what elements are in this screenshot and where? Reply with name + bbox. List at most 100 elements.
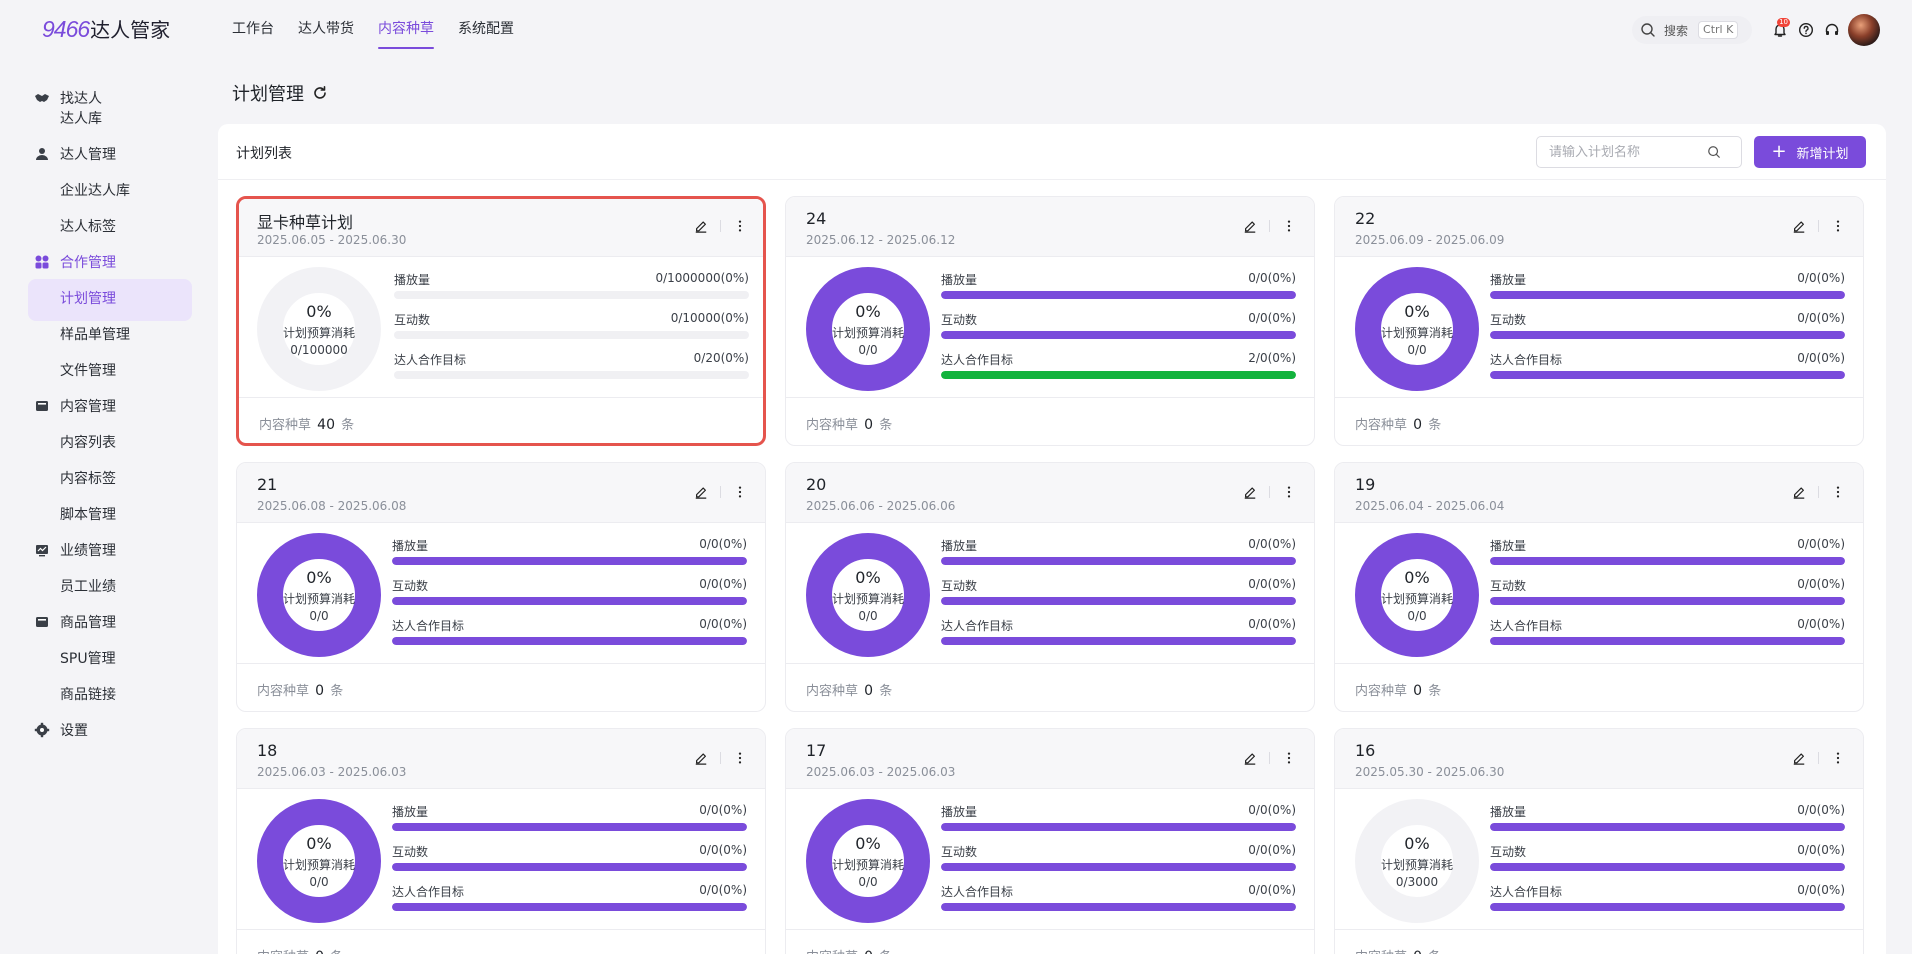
metric-label: 互动数 bbox=[941, 845, 978, 859]
metric-label: 达人合作目标 bbox=[941, 885, 1014, 899]
refresh-icon[interactable] bbox=[312, 85, 328, 101]
edit-icon[interactable] bbox=[1243, 751, 1257, 765]
support-button[interactable] bbox=[1820, 18, 1844, 42]
more-vertical-icon[interactable] bbox=[1831, 751, 1845, 765]
sidebar-item-influencer-tags[interactable]: 达人标签 bbox=[60, 219, 116, 235]
content-count: 内容种草 0 条 bbox=[806, 680, 892, 699]
metric-interactions: 互动数 0/0(0%) bbox=[392, 843, 747, 871]
add-plan-button[interactable]: + 新增计划 bbox=[1754, 136, 1866, 168]
metric-value: 0/0(0%) bbox=[699, 843, 747, 857]
tab-system-config[interactable]: 系统配置 bbox=[458, 21, 514, 37]
budget-donut-label: 0% 计划预算消耗 0/0 bbox=[806, 533, 930, 657]
sidebar-item-plan-management[interactable]: 计划管理 bbox=[60, 291, 116, 307]
more-vertical-icon[interactable] bbox=[1282, 219, 1296, 233]
content-count: 内容种草 0 条 bbox=[806, 414, 892, 433]
sidebar-item-spu-management[interactable]: SPU管理 bbox=[60, 651, 116, 667]
metric-value: 0/0(0%) bbox=[1248, 617, 1296, 631]
sidebar-group-settings[interactable]: 设置 bbox=[34, 720, 88, 740]
edit-icon[interactable] bbox=[1792, 219, 1806, 233]
sidebar-item-content-tags[interactable]: 内容标签 bbox=[60, 471, 116, 487]
more-vertical-icon[interactable] bbox=[1831, 219, 1845, 233]
metric-label: 播放量 bbox=[1490, 805, 1527, 819]
edit-icon[interactable] bbox=[1243, 485, 1257, 499]
sidebar-group-label: 业绩管理 bbox=[60, 543, 116, 559]
metric-label: 播放量 bbox=[1490, 539, 1527, 553]
sidebar-item-sample-orders[interactable]: 样品单管理 bbox=[60, 327, 130, 343]
edit-icon[interactable] bbox=[1792, 751, 1806, 765]
plan-search-input[interactable] bbox=[1537, 144, 1707, 160]
more-vertical-icon[interactable] bbox=[733, 485, 747, 499]
plan-card[interactable]: 19 2025.06.04 - 2025.06.04 0% 计划预算消耗 0/0… bbox=[1334, 462, 1864, 712]
content-count-unit: 条 bbox=[879, 418, 893, 433]
more-vertical-icon[interactable] bbox=[733, 751, 747, 765]
sidebar-item-influencer-library[interactable]: 达人库 bbox=[60, 111, 102, 127]
progress-bar bbox=[392, 597, 747, 605]
plan-card-actions bbox=[694, 219, 747, 233]
metric-label: 互动数 bbox=[392, 845, 429, 859]
plan-card[interactable]: 22 2025.06.09 - 2025.06.09 0% 计划预算消耗 0/0… bbox=[1334, 196, 1864, 446]
more-vertical-icon[interactable] bbox=[1282, 751, 1296, 765]
budget-donut-ring bbox=[806, 799, 930, 923]
plan-card[interactable]: 20 2025.06.06 - 2025.06.06 0% 计划预算消耗 0/0… bbox=[785, 462, 1315, 712]
edit-icon[interactable] bbox=[1243, 219, 1257, 233]
plan-card[interactable]: 21 2025.06.08 - 2025.06.08 0% 计划预算消耗 0/0… bbox=[236, 462, 766, 712]
progress-fill bbox=[941, 637, 1296, 645]
plan-card-header: 显卡种草计划 2025.06.05 - 2025.06.30 bbox=[239, 199, 763, 257]
sidebar-item-staff-performance[interactable]: 员工业绩 bbox=[60, 579, 116, 595]
metric-label: 播放量 bbox=[941, 539, 978, 553]
progress-bar bbox=[941, 291, 1296, 299]
notification-button[interactable]: 10 bbox=[1768, 18, 1792, 42]
metric-target: 达人合作目标 0/0(0%) bbox=[392, 883, 747, 911]
global-search[interactable]: 搜索 Ctrl K bbox=[1632, 16, 1752, 44]
metric-plays: 播放量 0/0(0%) bbox=[1490, 271, 1845, 299]
user-avatar[interactable] bbox=[1848, 14, 1880, 46]
budget-donut bbox=[257, 533, 381, 657]
sidebar-item-content-list[interactable]: 内容列表 bbox=[60, 435, 116, 451]
more-vertical-icon[interactable] bbox=[733, 219, 747, 233]
edit-icon[interactable] bbox=[1792, 485, 1806, 499]
sidebar-group-products[interactable]: 商品管理 bbox=[34, 612, 116, 632]
sidebar-group-find-influencer[interactable]: 找达人 bbox=[34, 88, 102, 108]
progress-bar bbox=[1490, 597, 1845, 605]
progress-fill bbox=[392, 863, 747, 871]
search-icon[interactable] bbox=[1707, 145, 1721, 159]
budget-percent: 0% bbox=[855, 833, 881, 853]
sidebar-group-cooperation[interactable]: 合作管理 bbox=[34, 252, 116, 272]
content-count-label: 内容种草 bbox=[259, 418, 312, 433]
help-button[interactable] bbox=[1794, 18, 1818, 42]
sidebar-group-performance[interactable]: 业绩管理 bbox=[34, 540, 116, 560]
edit-icon[interactable] bbox=[694, 219, 708, 233]
plus-icon: + bbox=[1771, 141, 1787, 162]
edit-icon[interactable] bbox=[694, 485, 708, 499]
metric-value: 0/0(0%) bbox=[1797, 537, 1845, 551]
more-vertical-icon[interactable] bbox=[1282, 485, 1296, 499]
tab-workbench[interactable]: 工作台 bbox=[232, 21, 274, 37]
sidebar-group-content[interactable]: 内容管理 bbox=[34, 396, 116, 416]
plan-card-header: 17 2025.06.03 - 2025.06.03 bbox=[786, 729, 1314, 789]
plan-card-footer: 内容种草 0 条 bbox=[237, 929, 765, 954]
app-logo[interactable]: 9466 达人管家 bbox=[42, 14, 170, 43]
sidebar-item-script-management[interactable]: 脚本管理 bbox=[60, 507, 116, 523]
plan-card[interactable]: 16 2025.05.30 - 2025.06.30 0% 计划预算消耗 0/3… bbox=[1334, 728, 1864, 954]
plan-card[interactable]: 24 2025.06.12 - 2025.06.12 0% 计划预算消耗 0/0… bbox=[785, 196, 1315, 446]
progress-bar bbox=[941, 903, 1296, 911]
sidebar-item-enterprise-influencers[interactable]: 企业达人库 bbox=[60, 183, 130, 199]
plan-name: 显卡种草计划 bbox=[257, 213, 354, 232]
progress-bar bbox=[1490, 331, 1845, 339]
sidebar-group-influencer-management[interactable]: 达人管理 bbox=[34, 144, 116, 164]
plan-card[interactable]: 17 2025.06.03 - 2025.06.03 0% 计划预算消耗 0/0… bbox=[785, 728, 1315, 954]
tab-influencer-sales[interactable]: 达人带货 bbox=[298, 21, 354, 37]
sidebar-item-product-links[interactable]: 商品链接 bbox=[60, 687, 116, 703]
sidebar-item-file-management[interactable]: 文件管理 bbox=[60, 363, 116, 379]
plan-card[interactable]: 18 2025.06.03 - 2025.06.03 0% 计划预算消耗 0/0… bbox=[236, 728, 766, 954]
progress-fill bbox=[1490, 903, 1845, 911]
budget-donut-ring bbox=[806, 267, 930, 391]
more-vertical-icon[interactable] bbox=[1831, 485, 1845, 499]
metric-label: 播放量 bbox=[394, 273, 431, 287]
tab-content-seeding[interactable]: 内容种草 bbox=[378, 0, 434, 60]
plan-card[interactable]: 显卡种草计划 2025.06.05 - 2025.06.30 0% 计划预算消耗… bbox=[236, 196, 766, 446]
edit-icon[interactable] bbox=[694, 751, 708, 765]
plan-search[interactable] bbox=[1536, 136, 1742, 168]
progress-fill bbox=[392, 637, 747, 645]
progress-fill bbox=[941, 291, 1296, 299]
